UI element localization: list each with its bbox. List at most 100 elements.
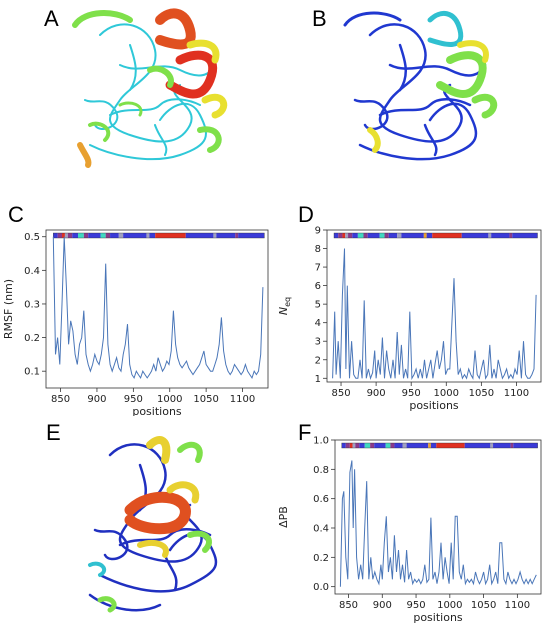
structure-bar-segment (352, 443, 356, 448)
protein-structure-a (72, 8, 228, 168)
y-tick-label: 1 (315, 374, 321, 385)
y-tick-label: 0.8 (313, 465, 329, 476)
structure-bar-segment (100, 233, 106, 238)
y-tick-label: 5 (315, 300, 321, 311)
y-tick-label: 2 (315, 355, 321, 366)
structure-bar-segment (510, 443, 514, 448)
panel-label-d: D (298, 202, 314, 227)
x-tick-label: 950 (407, 600, 426, 611)
x-tick-label: 950 (124, 394, 143, 405)
y-tick-label: 0.5 (24, 232, 40, 243)
structure-bar-segment (423, 233, 427, 238)
structure-bar-segment (105, 233, 111, 238)
structure-bar-segment (374, 443, 386, 448)
y-axis-label: RMSF (nm) (2, 279, 15, 339)
structure-bar-segment (123, 233, 147, 238)
structure-bar-segment (338, 233, 343, 238)
structure-bar-segment (397, 233, 402, 238)
x-tick-label: 900 (87, 394, 106, 405)
structure-bar-segment (146, 233, 150, 238)
x-tick-label: 850 (339, 600, 358, 611)
x-tick-label: 1000 (437, 600, 462, 611)
structure-bar-segment (430, 443, 437, 448)
structure-bar-segment (394, 443, 403, 448)
structure-bar-segment (359, 443, 365, 448)
y-axis-label: Neq (277, 297, 292, 315)
protein-structure-e (88, 436, 218, 613)
structure-bar-segment (341, 443, 346, 448)
structure-bar-segment (513, 443, 538, 448)
x-tick-label: 850 (331, 388, 350, 399)
structure-bar-segment (490, 443, 494, 448)
x-tick-label: 1100 (505, 600, 530, 611)
y-tick-label: 0.6 (313, 494, 329, 505)
y-tick-label: 0.3 (24, 299, 40, 310)
structure-bar-segment (388, 233, 398, 238)
structure-bar-segment (512, 233, 538, 238)
panel-label-a: A (44, 6, 59, 31)
structure-bar-segment (355, 443, 360, 448)
structure-bar-segment (216, 233, 236, 238)
structure-bar-segment (488, 233, 492, 238)
structure-bar-segment (367, 233, 380, 238)
structure-bar-segment (238, 233, 265, 238)
structure-bar-outline (341, 442, 538, 449)
structure-bar-segment (235, 233, 239, 238)
y-tick-label: 7 (315, 263, 321, 274)
structure-bar-segment (428, 443, 431, 448)
y-tick-label: 0.1 (24, 367, 40, 378)
structure-bar-segment (509, 233, 513, 238)
plot-frame (334, 439, 542, 595)
y-tick-label: 1.0 (313, 436, 329, 447)
structure-bar-segment (390, 443, 395, 448)
structure-bar-segment (342, 233, 346, 238)
y-tick-label: 4 (315, 318, 321, 329)
structure-bar-segment (384, 233, 389, 238)
x-axis-label: positions (413, 611, 463, 624)
structure-bar-segment (402, 443, 407, 448)
y-tick-label: 8 (315, 244, 321, 255)
structure-bar-segment (436, 443, 465, 448)
x-tick-label: 900 (367, 388, 386, 399)
structure-bar-segment (491, 233, 510, 238)
structure-bar-segment (349, 443, 353, 448)
structure-bar-segment (118, 233, 124, 238)
structure-bar-outline (53, 232, 265, 239)
structure-bar-segment (345, 443, 350, 448)
structure-bar-segment (57, 233, 63, 238)
x-tick-label: 1050 (471, 600, 496, 611)
structure-bar-segment (345, 233, 349, 238)
structure-bar-segment (364, 443, 371, 448)
structure-bar-segment (155, 233, 186, 238)
structure-bar-segment (426, 233, 433, 238)
structure-bar-segment (363, 233, 368, 238)
x-tick-label: 1100 (504, 388, 529, 399)
series-line (332, 248, 537, 381)
x-tick-label: 1050 (193, 394, 218, 405)
chart-f-delta-pb: 850 900 950 1000 1050 1100 0.0 0.2 0.4 0.6 0.8 1.0 p… (277, 436, 542, 624)
protein-structure-b (343, 11, 498, 161)
x-tick-label: 1050 (469, 388, 494, 399)
y-axis-label: ΔPB (277, 506, 290, 528)
x-tick-label: 950 (402, 388, 421, 399)
structure-bar-segment (88, 233, 101, 238)
y-tick-label: 0.2 (24, 333, 40, 344)
panel-label-b: B (312, 6, 327, 31)
series-line (339, 460, 537, 587)
structure-bar-segment (213, 233, 217, 238)
y-tick-label: 3 (315, 337, 321, 348)
structure-bar-segment (464, 443, 491, 448)
structure-bar-segment (493, 443, 511, 448)
structure-bar-segment (461, 233, 489, 238)
structure-bar-segment (401, 233, 424, 238)
structure-bar-segment (432, 233, 462, 238)
structure-bar-segment (53, 233, 58, 238)
structure-bar-segment (348, 233, 353, 238)
structure-bar-segment (110, 233, 119, 238)
structure-bar-segment (379, 233, 385, 238)
panel-label-e: E (46, 420, 61, 445)
chart-d-neq: 850 900 950 1000 1050 1100 1 2 3 4 5 6 7 8 9 positions N… (277, 226, 542, 412)
y-tick-label: 0.4 (313, 524, 329, 535)
panel-label-f: F (298, 420, 312, 445)
y-tick-label: 6 (315, 281, 321, 292)
